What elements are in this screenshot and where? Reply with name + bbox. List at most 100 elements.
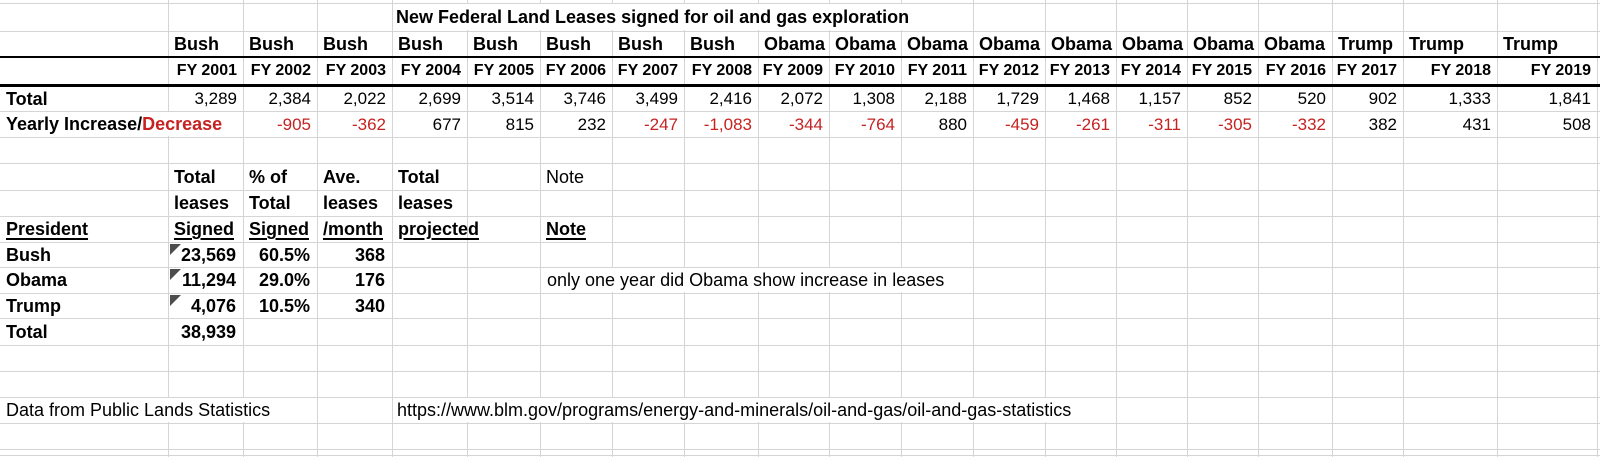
summary-president-obama[interactable]: Obama xyxy=(6,270,68,290)
fy-label[interactable]: FY 2004 xyxy=(400,61,461,79)
fy-label[interactable]: FY 2010 xyxy=(834,61,895,79)
president-label[interactable]: Bush xyxy=(690,33,735,54)
change-value[interactable]: -261 xyxy=(1075,114,1110,134)
change-value[interactable]: -459 xyxy=(1004,114,1039,134)
fy-label[interactable]: FY 2001 xyxy=(176,61,237,79)
change-value[interactable]: 815 xyxy=(505,114,534,134)
total-value[interactable]: 1,729 xyxy=(996,89,1039,108)
change-value[interactable]: -247 xyxy=(643,114,678,134)
change-value[interactable]: -1,083 xyxy=(703,114,752,134)
summary-pct-trump[interactable]: 10.5% xyxy=(258,295,310,316)
summary-president-trump[interactable]: Trump xyxy=(6,295,62,316)
summary-president-bush[interactable]: Bush xyxy=(6,244,51,265)
change-value[interactable]: -764 xyxy=(860,114,895,134)
summary-header-signed-2[interactable]: leases xyxy=(174,193,230,213)
fy-label[interactable]: FY 2008 xyxy=(691,61,752,79)
president-label[interactable]: Bush xyxy=(174,33,219,54)
summary-header-pct-1[interactable]: % of xyxy=(249,166,287,187)
change-value[interactable]: 382 xyxy=(1368,114,1397,134)
president-label[interactable]: Bush xyxy=(618,33,663,54)
summary-signed-trump[interactable]: 4,076 xyxy=(169,294,242,317)
fy-label[interactable]: FY 2018 xyxy=(1430,61,1491,79)
total-value[interactable]: 3,289 xyxy=(194,89,237,108)
summary-header-pct-3[interactable]: Signed xyxy=(249,219,310,239)
note-header-top[interactable]: Note xyxy=(546,166,585,187)
summary-permonth-bush[interactable]: 368 xyxy=(354,244,385,265)
change-value[interactable]: -344 xyxy=(788,114,823,134)
president-label[interactable]: Trump xyxy=(1409,33,1465,54)
change-value[interactable]: 232 xyxy=(577,114,606,134)
summary-signed-bush[interactable]: 23,569 xyxy=(169,243,242,266)
president-label[interactable]: Bush xyxy=(473,33,518,54)
total-value[interactable]: 1,468 xyxy=(1067,89,1110,108)
president-label[interactable]: Obama xyxy=(1264,33,1326,54)
fy-label[interactable]: FY 2017 xyxy=(1336,61,1397,79)
total-value[interactable]: 1,308 xyxy=(852,89,895,108)
change-value[interactable]: 677 xyxy=(432,114,461,134)
fy-label[interactable]: FY 2012 xyxy=(978,61,1039,79)
change-value[interactable]: -905 xyxy=(276,114,311,134)
summary-header-signed-3[interactable]: Signed xyxy=(174,219,235,239)
fy-label[interactable]: FY 2013 xyxy=(1049,61,1110,79)
total-value[interactable]: 3,746 xyxy=(563,89,606,108)
total-value[interactable]: 3,499 xyxy=(635,89,678,108)
president-label[interactable]: Obama xyxy=(1122,33,1184,54)
change-value[interactable]: -332 xyxy=(1291,114,1326,134)
total-value[interactable]: 2,416 xyxy=(709,89,752,108)
president-label[interactable]: Trump xyxy=(1338,33,1394,54)
change-value[interactable]: 880 xyxy=(938,114,967,134)
sheet-title[interactable]: New Federal Land Leases signed for oil a… xyxy=(394,4,918,30)
summary-header-projected-3[interactable]: projected xyxy=(398,219,480,239)
president-label[interactable]: Obama xyxy=(1051,33,1113,54)
total-row-label[interactable]: Total xyxy=(6,88,48,109)
total-value[interactable]: 1,841 xyxy=(1548,89,1591,108)
change-value[interactable]: 508 xyxy=(1562,114,1591,134)
summary-pct-bush[interactable]: 60.5% xyxy=(258,244,310,265)
total-value[interactable]: 852 xyxy=(1223,89,1252,108)
total-value[interactable]: 2,699 xyxy=(418,89,461,108)
summary-total-label[interactable]: Total xyxy=(6,321,48,342)
total-value[interactable]: 3,514 xyxy=(491,89,534,108)
summary-permonth-trump[interactable]: 340 xyxy=(354,295,385,316)
total-value[interactable]: 1,333 xyxy=(1448,89,1491,108)
data-source-text[interactable]: Data from Public Lands Statistics xyxy=(1,398,279,422)
president-label[interactable]: Obama xyxy=(764,33,826,54)
fy-label[interactable]: FY 2006 xyxy=(545,61,606,79)
total-value[interactable]: 1,157 xyxy=(1138,89,1181,108)
fy-label[interactable]: FY 2019 xyxy=(1530,61,1591,79)
summary-pct-obama[interactable]: 29.0% xyxy=(258,270,310,290)
total-value[interactable]: 2,384 xyxy=(268,89,311,108)
summary-signed-obama[interactable]: 11,294 xyxy=(169,268,242,292)
president-label[interactable]: Obama xyxy=(1193,33,1255,54)
president-label[interactable]: Bush xyxy=(546,33,591,54)
summary-total-signed[interactable]: 38,939 xyxy=(180,321,236,342)
summary-permonth-obama[interactable]: 176 xyxy=(354,270,385,290)
change-value[interactable]: -362 xyxy=(351,114,386,134)
summary-header-permonth-2[interactable]: leases xyxy=(323,193,379,213)
president-label[interactable]: Obama xyxy=(835,33,897,54)
source-url[interactable]: https://www.blm.gov/programs/energy-and-… xyxy=(394,398,1080,422)
note-header[interactable]: Note xyxy=(546,219,586,239)
total-value[interactable]: 520 xyxy=(1297,89,1326,108)
total-value[interactable]: 902 xyxy=(1368,89,1397,108)
change-value[interactable]: 431 xyxy=(1462,114,1491,134)
president-label[interactable]: Bush xyxy=(323,33,368,54)
president-label[interactable]: Bush xyxy=(398,33,443,54)
summary-header-pct-2[interactable]: Total xyxy=(249,193,291,213)
summary-header-president[interactable]: President xyxy=(6,219,89,239)
president-label[interactable]: Bush xyxy=(249,33,294,54)
president-label[interactable]: Obama xyxy=(907,33,969,54)
summary-header-projected-1[interactable]: Total xyxy=(398,166,440,187)
obama-note-cell[interactable]: only one year did Obama show increase in… xyxy=(542,268,953,292)
fy-label[interactable]: FY 2002 xyxy=(250,61,311,79)
summary-header-permonth-1[interactable]: Ave. xyxy=(323,166,361,187)
fy-label[interactable]: FY 2003 xyxy=(325,61,386,79)
president-label[interactable]: Obama xyxy=(979,33,1041,54)
yearly-change-row-label[interactable]: Yearly Increase/Decrease xyxy=(1,112,231,136)
total-value[interactable]: 2,188 xyxy=(924,89,967,108)
fy-label[interactable]: FY 2016 xyxy=(1265,61,1326,79)
president-label[interactable]: Trump xyxy=(1503,33,1559,54)
fy-label[interactable]: FY 2009 xyxy=(762,61,823,79)
total-value[interactable]: 2,022 xyxy=(343,89,386,108)
fy-label[interactable]: FY 2011 xyxy=(907,61,967,79)
